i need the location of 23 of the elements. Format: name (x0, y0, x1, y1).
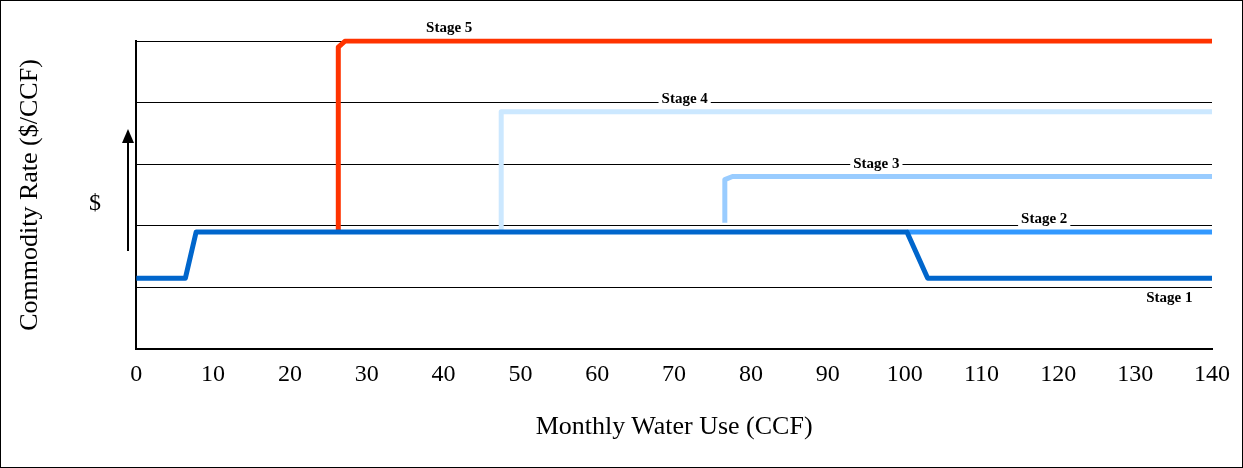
y-axis-title: Commodity Rate ($/CCF) (14, 59, 44, 331)
series-label: Stage 5 (426, 19, 473, 36)
text: $ (89, 189, 101, 216)
series-label: Stage 1 (1146, 288, 1193, 305)
x-tick-label: 130 (1117, 359, 1154, 386)
x-tick-label: 60 (585, 359, 610, 386)
series-label: Stage 4 (661, 90, 709, 107)
x-tick-label: 100 (886, 359, 923, 386)
x-tick-label: 50 (508, 359, 533, 386)
x-tick-label: 20 (277, 359, 302, 386)
x-tick-label: 90 (815, 359, 840, 386)
x-tick-label: 40 (431, 359, 456, 386)
x-tick-label: 80 (738, 359, 763, 386)
series-label: Stage 3 (853, 154, 900, 171)
x-tick-label: 30 (354, 359, 379, 386)
x-axis-title: Monthly Water Use (CCF) (535, 411, 813, 441)
x-tick-label: 10 (201, 359, 226, 386)
x-tick-label: 0 (130, 359, 143, 386)
x-tick-label: 140 (1194, 359, 1230, 386)
x-tick-label: 120 (1040, 359, 1077, 386)
series-label: Stage 2 (1021, 210, 1068, 227)
x-tick-label: 110 (963, 359, 1000, 386)
x-tick-label: 70 (662, 359, 687, 386)
